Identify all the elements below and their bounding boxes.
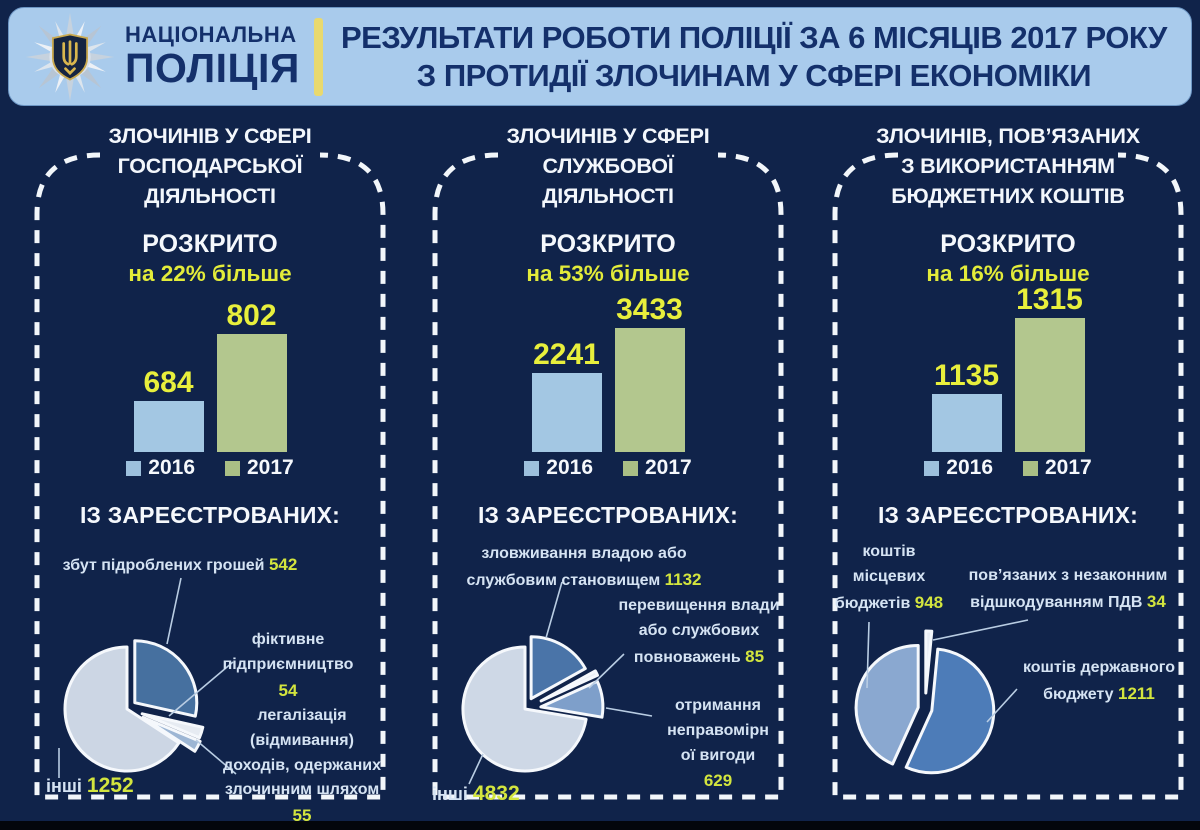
pie-label-others: інші 1252 (46, 774, 134, 797)
legend-swatch-2016 (924, 460, 940, 476)
pie-slice (461, 645, 588, 773)
solved-delta: на 16% більше (926, 261, 1090, 286)
registered-heading: ІЗ ЗАРЕЄСТРОВАНИХ: (79, 502, 341, 528)
pie-label-vat-refund: пов’язаних з незаконним відшкодуванням П… (968, 567, 1168, 611)
bar-legend: 2016 2017 (428, 456, 788, 480)
brand-text: НАЦІОНАЛЬНА ПОЛІЦІЯ (125, 24, 300, 89)
bar-2017: 3433 (614, 293, 685, 452)
legend-2016: 2016 (126, 456, 195, 480)
registered-heading: ІЗ ЗАРЕЄСТРОВАНИХ: (477, 502, 739, 528)
legend-2017: 2017 (623, 456, 692, 480)
bar-rect-2016 (133, 401, 204, 452)
yellow-divider (313, 17, 323, 96)
police-star-logo (25, 12, 115, 101)
bar-rect-2016 (531, 373, 602, 452)
pie-slice (141, 715, 202, 753)
bar-rect-2017 (1014, 318, 1085, 452)
registered-heading: ІЗ ЗАРЕЄСТРОВАНИХ: (877, 502, 1139, 528)
section-title: ЗЛОЧИНІВ, ПОВ’ЯЗАНИХ З ВИКОРИСТАННЯМ БЮД… (876, 124, 1140, 209)
bar-value-2017: 802 (226, 299, 277, 332)
pie-label-fictitious: фіктивне підприємництво 54 (222, 631, 354, 700)
pie-label-unlawful-benefit: отримання неправомірн ої вигоди 629 (667, 697, 769, 791)
page-title: РЕЗУЛЬТАТИ РОБОТИ ПОЛІЦІЇ ЗА 6 МІСЯЦІВ 2… (339, 19, 1177, 95)
legend-swatch-2016 (126, 460, 142, 476)
panel-economic-activity: ЗЛОЧИНІВ У СФЕРІ ГОСПОДАРСЬКОЇ ДІЯЛЬНОСТ… (30, 124, 390, 825)
pie-label-local-budgets: коштів місцевих бюджетів 948 (834, 543, 944, 612)
bar-chart: 2241 3433 (428, 288, 788, 452)
pie-slice (854, 644, 920, 766)
solved-delta: на 22% більше (128, 261, 292, 286)
bar-2017: 802 (216, 299, 287, 452)
brand-line2: ПОЛІЦІЯ (125, 45, 300, 91)
bar-value-2017: 3433 (616, 293, 683, 326)
pie-slice (133, 639, 199, 718)
brand-line1: НАЦІОНАЛЬНА (125, 22, 297, 47)
bar-2016: 1135 (931, 359, 1002, 452)
bar-legend: 2016 2017 (30, 456, 390, 480)
pie-slice (529, 635, 587, 701)
solved-label: РОЗКРИТО (142, 230, 278, 258)
leader-line (166, 577, 182, 645)
pie-slice (904, 647, 996, 775)
header-banner: НАЦІОНАЛЬНА ПОЛІЦІЯ РЕЗУЛЬТАТИ РОБОТИ ПО… (8, 7, 1192, 106)
bar-value-2016: 1135 (933, 359, 1000, 392)
pie-label-state-budget: коштів державного бюджету 1211 (1022, 659, 1176, 703)
bar-chart: 684 802 (30, 288, 390, 452)
pie-slice (63, 645, 181, 773)
legend-2017: 2017 (1023, 456, 1092, 480)
pie-slice (539, 679, 605, 719)
pie-slice (539, 669, 599, 703)
section-title: ЗЛОЧИНІВ У СФЕРІ СЛУЖБОВОЇ ДІЯЛЬНОСТІ (506, 124, 710, 209)
solved-label: РОЗКРИТО (540, 230, 676, 258)
leader-line (468, 753, 484, 785)
solved-delta: на 53% більше (526, 261, 690, 286)
panel-budget-funds: ЗЛОЧИНІВ, ПОВ’ЯЗАНИХ З ВИКОРИСТАННЯМ БЮД… (828, 124, 1188, 808)
legend-2017: 2017 (225, 456, 294, 480)
legend-swatch-2016 (524, 460, 540, 476)
legend-swatch-2017 (1023, 460, 1038, 476)
bar-value-2016: 2241 (533, 338, 600, 371)
bar-chart: 1135 1315 (828, 283, 1188, 452)
solved-label: РОЗКРИТО (940, 230, 1076, 258)
page-title-line1: РЕЗУЛЬТАТИ РОБОТИ ПОЛІЦІЇ ЗА 6 МІСЯЦІВ 2… (340, 19, 1167, 55)
section-title: ЗЛОЧИНІВ У СФЕРІ ГОСПОДАРСЬКОЇ ДІЯЛЬНОСТ… (108, 124, 312, 209)
pie-label-abuse-of-power: зловживання владою або службовим станови… (466, 545, 702, 589)
pie-slice (140, 712, 205, 740)
legend-2016: 2016 (924, 456, 993, 480)
panel-official-activity: ЗЛОЧИНІВ У СФЕРІ СЛУЖБОВОЇ ДІЯЛЬНОСТІ РО… (428, 124, 788, 808)
bar-legend: 2016 2017 (828, 456, 1188, 480)
bar-value-2016: 684 (143, 366, 194, 399)
bar-rect-2017 (614, 328, 685, 452)
bar-rect-2016 (931, 394, 1002, 452)
pie-slice (924, 629, 934, 695)
leader-line (932, 619, 1029, 641)
bar-2016: 2241 (531, 338, 602, 452)
pie-label-counterfeit: збут підроблених грошей 542 (62, 555, 298, 574)
legend-swatch-2017 (623, 460, 638, 476)
bar-2017: 1315 (1014, 283, 1085, 452)
legend-swatch-2017 (225, 460, 240, 476)
bar-2016: 684 (133, 366, 204, 452)
bar-rect-2017 (216, 334, 287, 452)
leader-line (866, 621, 870, 689)
pie-label-laundering: легалізація (відмивання) доходів, одержа… (223, 707, 381, 826)
bar-value-2017: 1315 (1016, 283, 1083, 316)
legend-2016: 2016 (524, 456, 593, 480)
page-title-line2: З ПРОТИДІЇ ЗЛОЧИНАМ У СФЕРІ ЕКОНОМІКИ (416, 57, 1092, 93)
pie-label-others: інші 4832 (432, 782, 520, 805)
trident-icon (62, 39, 78, 75)
pie-label-excess-of-power: перевищення влади або службових повноваж… (618, 597, 780, 666)
leader-line (605, 707, 653, 717)
bottom-strip (0, 821, 1200, 830)
